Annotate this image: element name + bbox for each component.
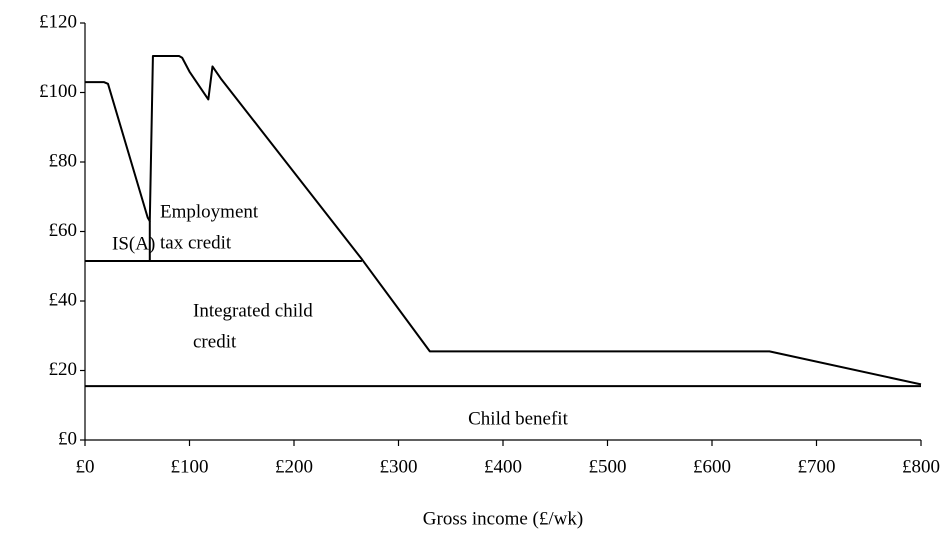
x-tick-label: £300 xyxy=(380,456,418,477)
annotation: Integrated child xyxy=(193,300,313,321)
y-tick-label: £20 xyxy=(49,359,78,380)
annotation: Child benefit xyxy=(468,408,568,429)
y-tick-label: £100 xyxy=(39,81,77,102)
y-tick-label: £120 xyxy=(39,11,77,32)
annotation: Employment xyxy=(160,201,259,222)
x-tick-label: £600 xyxy=(693,456,731,477)
annotation: tax credit xyxy=(160,232,232,253)
y-tick-label: £40 xyxy=(49,289,78,310)
x-tick-label: £100 xyxy=(171,456,209,477)
x-tick-label: £400 xyxy=(484,456,522,477)
x-tick-label: £700 xyxy=(798,456,836,477)
y-tick-label: £0 xyxy=(58,428,77,449)
x-tick-label: £500 xyxy=(589,456,627,477)
annotation: IS(A) xyxy=(112,233,155,254)
y-tick-label: £60 xyxy=(49,220,78,241)
x-tick-label: £0 xyxy=(76,456,95,477)
line xyxy=(85,55,922,386)
x-axis-label: Gross income (£/wk) xyxy=(423,508,583,529)
annotation: credit xyxy=(193,331,237,352)
x-tick-label: £800 xyxy=(902,456,940,477)
x-tick-label: £200 xyxy=(275,456,313,477)
y-tick-label: £80 xyxy=(49,150,78,171)
